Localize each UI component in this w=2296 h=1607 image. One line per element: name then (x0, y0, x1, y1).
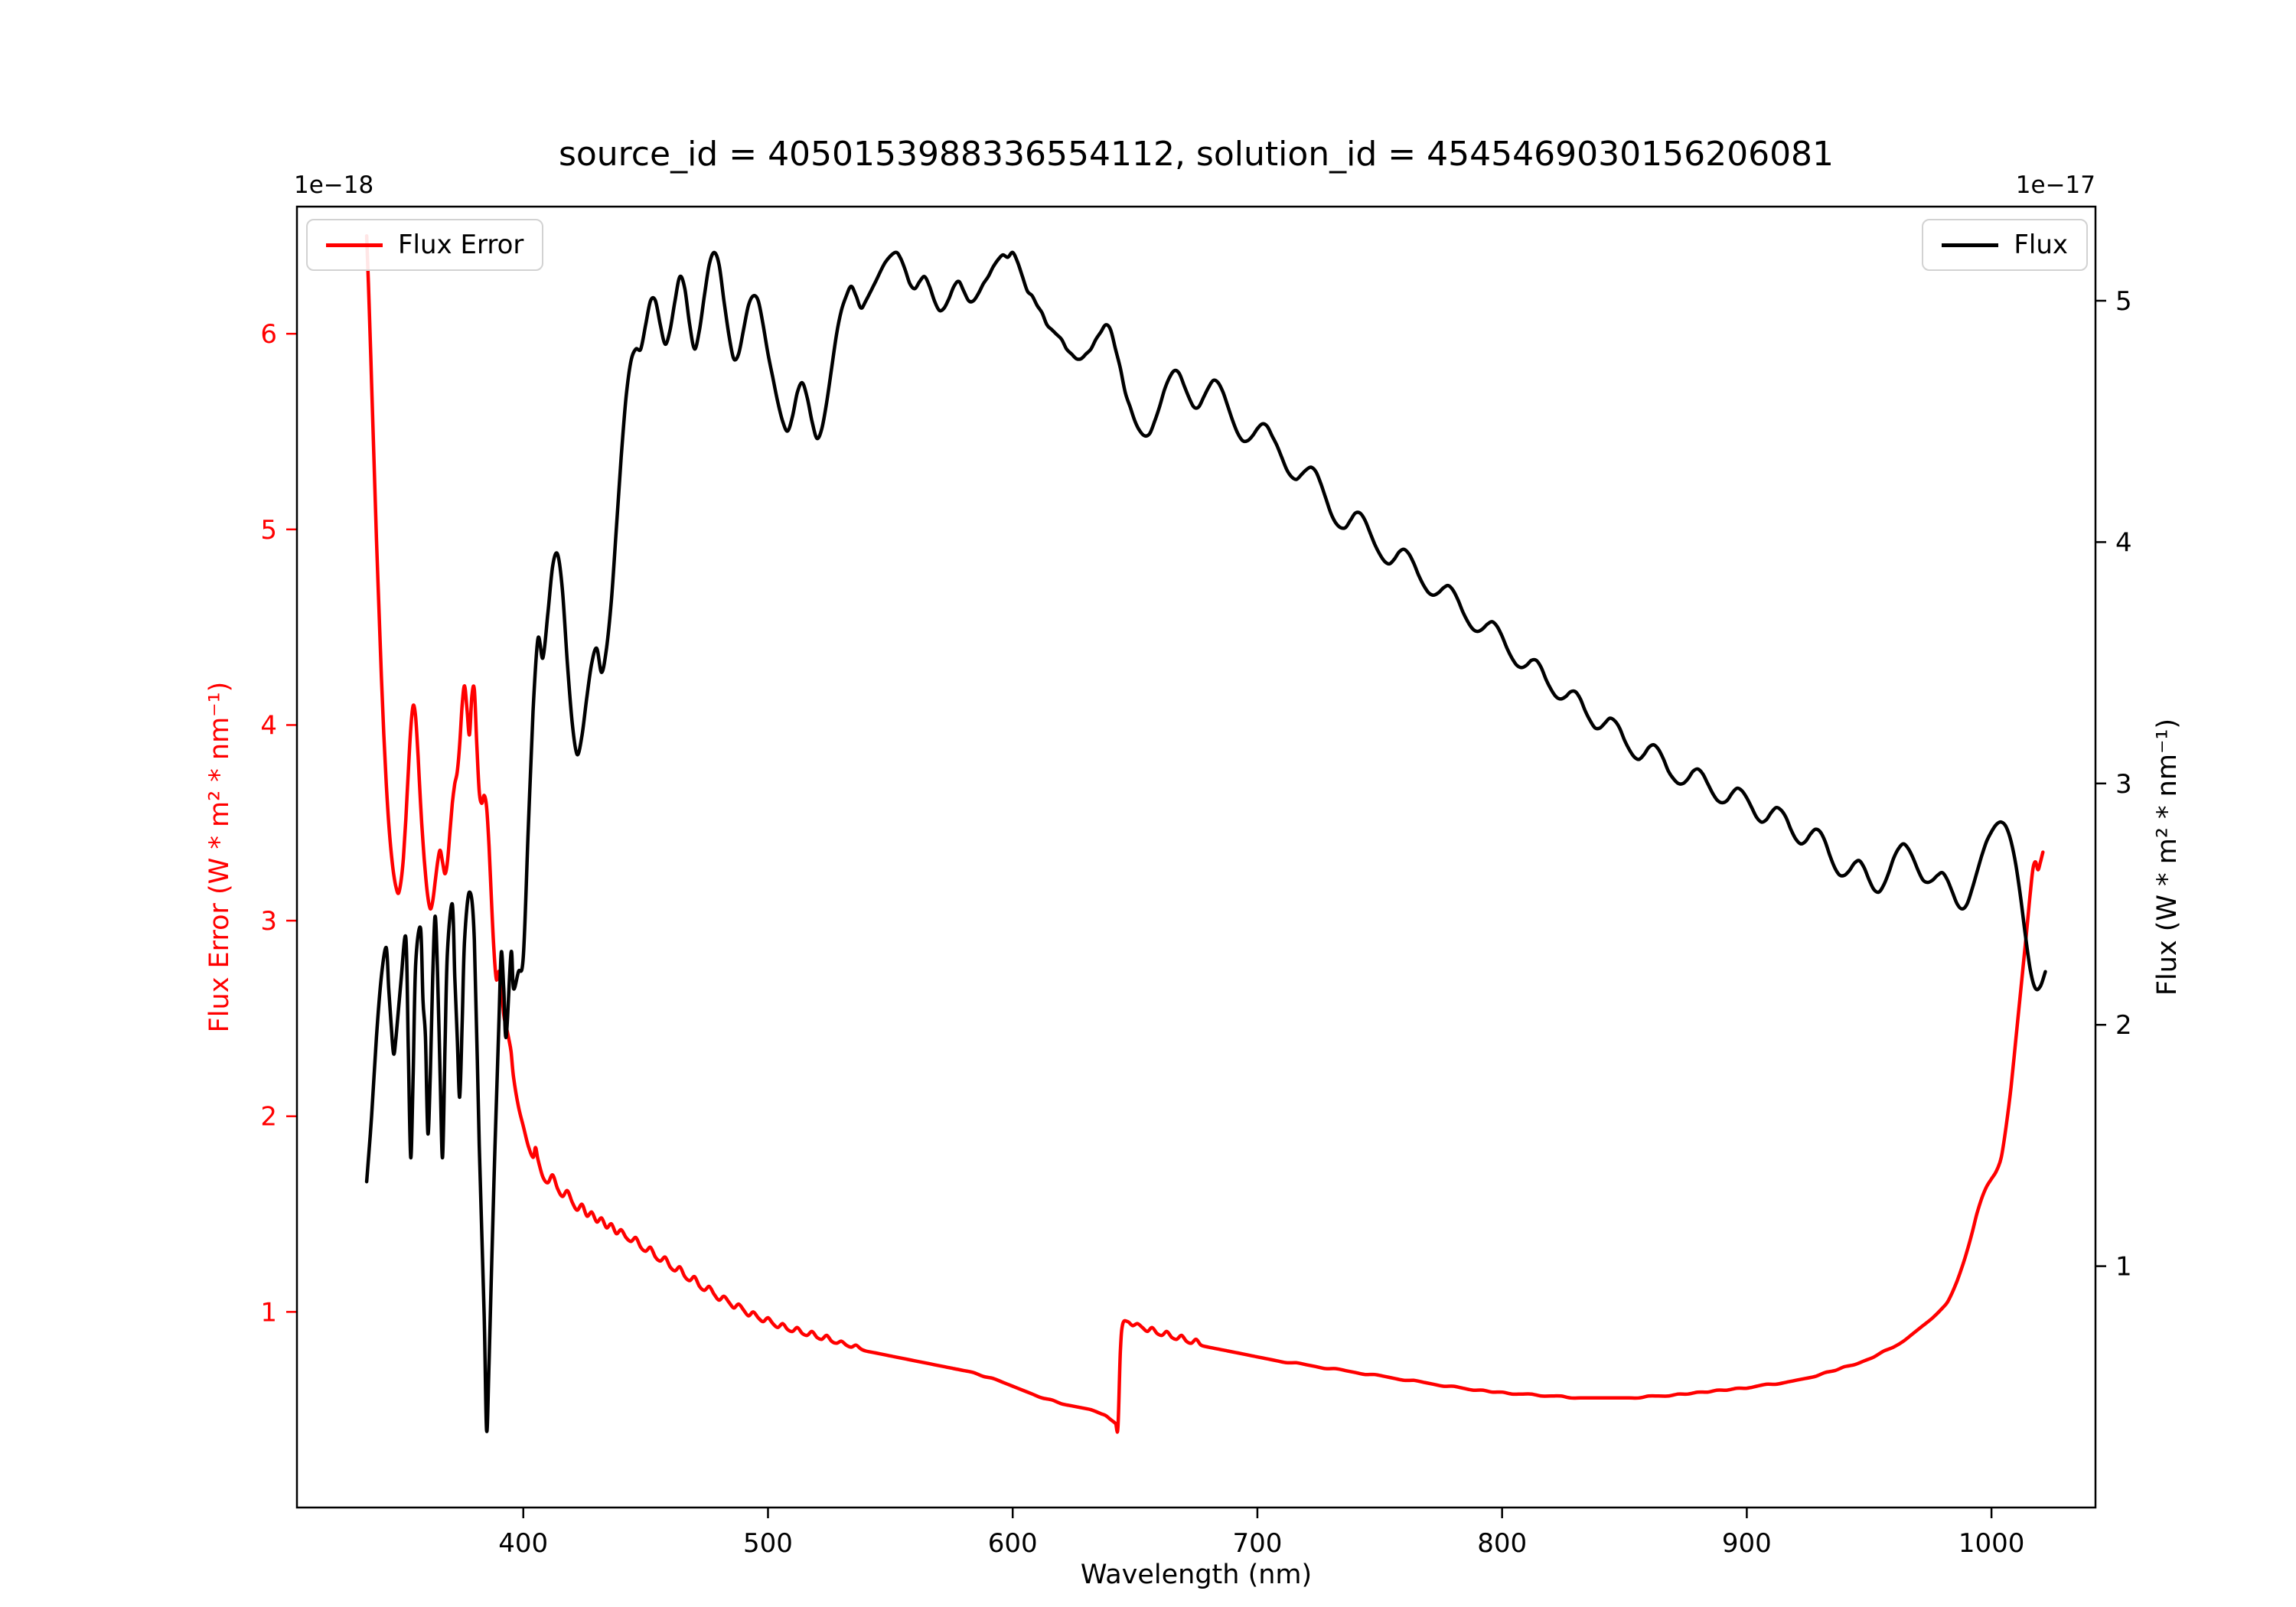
left-y-tick-label: 6 (260, 319, 277, 350)
flux-error-legend-line-icon (326, 243, 383, 247)
x-tick-label: 1000 (1958, 1528, 2025, 1559)
right-y-tick-label: 2 (2115, 1010, 2132, 1041)
flux-legend-line-icon (1942, 243, 1999, 247)
y-axis-label-right: Flux (W * m² * nm⁻¹) (2152, 718, 2183, 996)
x-tick-label: 800 (1477, 1528, 1527, 1559)
right-y-tick-label: 4 (2115, 527, 2132, 558)
x-tick-label: 600 (988, 1528, 1038, 1559)
right-axis-offset-text: 1e−17 (2015, 171, 2095, 199)
flux-line (364, 250, 2047, 1433)
x-tick-label: 500 (743, 1528, 793, 1559)
left-y-tick-label: 5 (260, 515, 277, 546)
legend-flux-error: Flux Error (306, 219, 544, 271)
flux-error-line (364, 234, 2045, 1434)
left-axis-offset-text: 1e−18 (294, 171, 374, 199)
flux-legend-label: Flux (2014, 230, 2068, 260)
right-y-tick-label: 1 (2115, 1252, 2132, 1283)
left-y-tick-label: 2 (260, 1102, 277, 1133)
axes-frame (295, 205, 2097, 1509)
legend-flux: Flux (1922, 219, 2088, 271)
x-tick-label: 700 (1232, 1528, 1282, 1559)
left-y-tick-label: 3 (260, 906, 277, 937)
x-tick-label: 400 (498, 1528, 548, 1559)
chart-title: source_id = 4050153988336554112, solutio… (558, 135, 1835, 174)
flux-error-legend-label: Flux Error (398, 230, 524, 260)
left-y-tick-label: 1 (260, 1297, 277, 1328)
right-y-tick-label: 3 (2115, 769, 2132, 800)
y-axis-label-left: Flux Error (W * m² * nm⁻¹) (204, 681, 235, 1033)
right-y-tick-label: 5 (2115, 286, 2132, 317)
x-tick-label: 900 (1722, 1528, 1772, 1559)
x-axis-label: Wavelength (nm) (1080, 1560, 1313, 1590)
left-y-tick-label: 4 (260, 710, 277, 741)
